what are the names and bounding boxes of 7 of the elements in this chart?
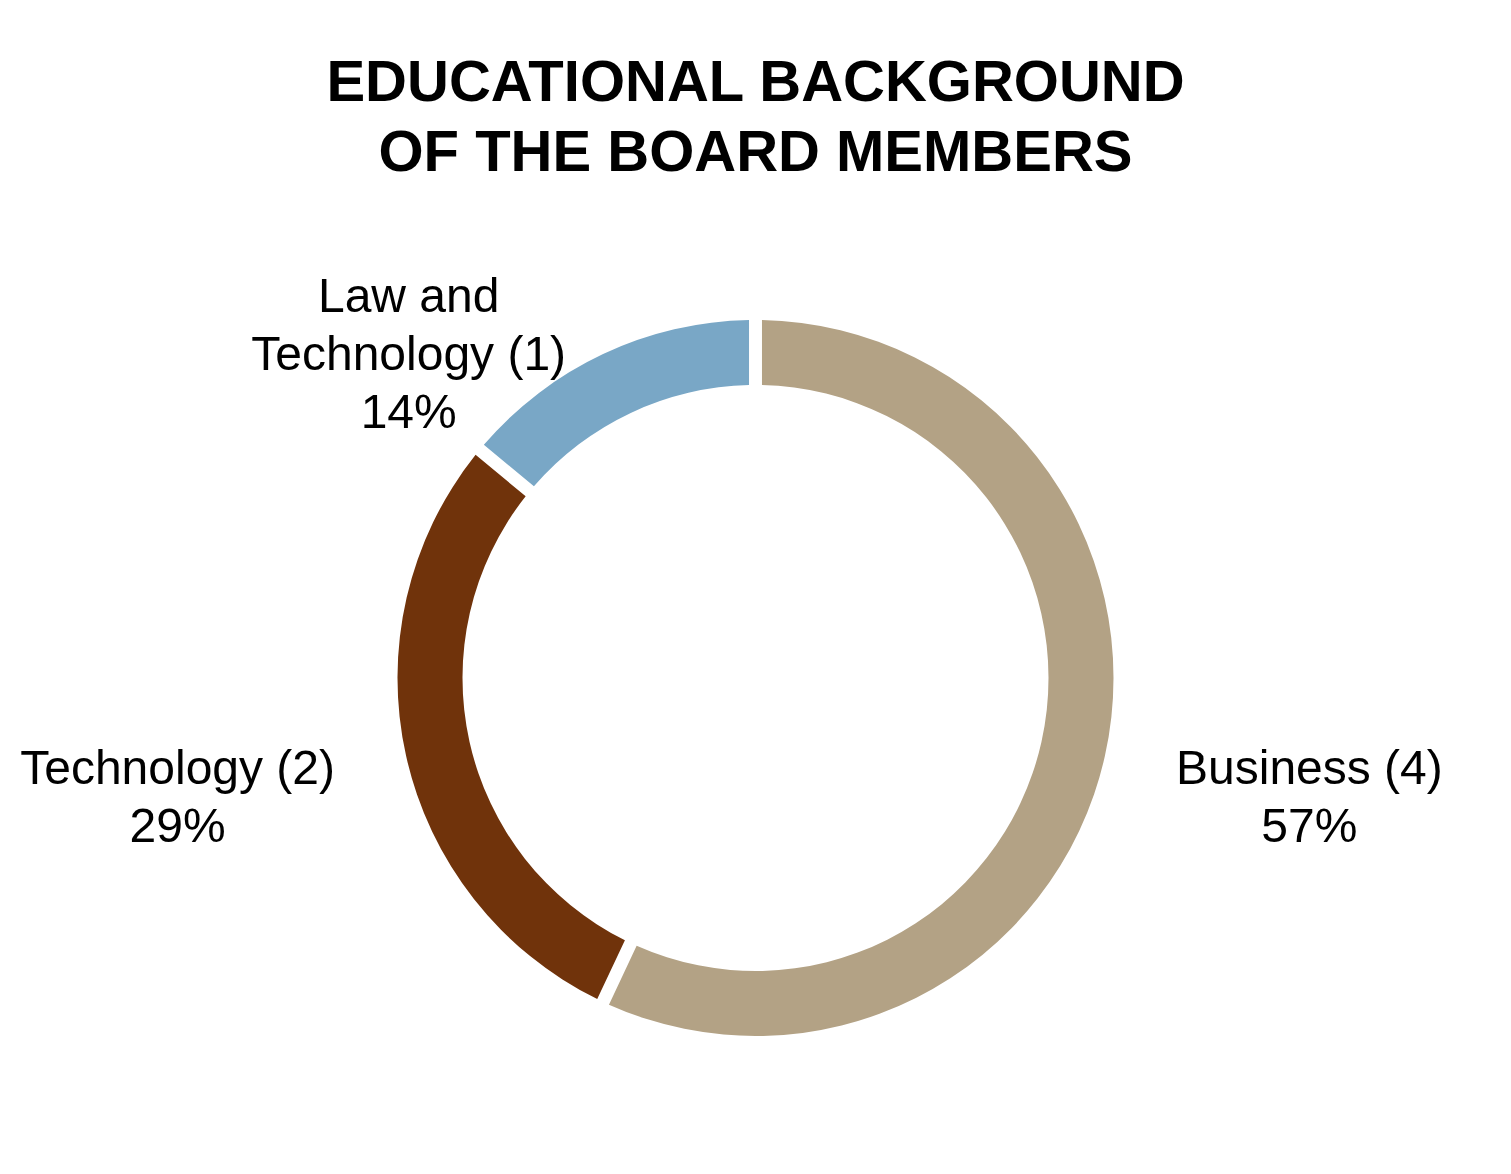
slice-label: Business (4) [1176, 740, 1443, 794]
slice-label: Law and Technology (1) [251, 268, 567, 380]
data-label: 14% [360, 384, 457, 438]
data-label: 29% [129, 798, 226, 852]
data-label: 57% [1261, 798, 1358, 852]
chart-title: EDUCATIONAL BACKGROUND OF THE BOARD MEMBERS [326, 48, 1185, 183]
slice-label: Technology (2) [20, 740, 336, 794]
